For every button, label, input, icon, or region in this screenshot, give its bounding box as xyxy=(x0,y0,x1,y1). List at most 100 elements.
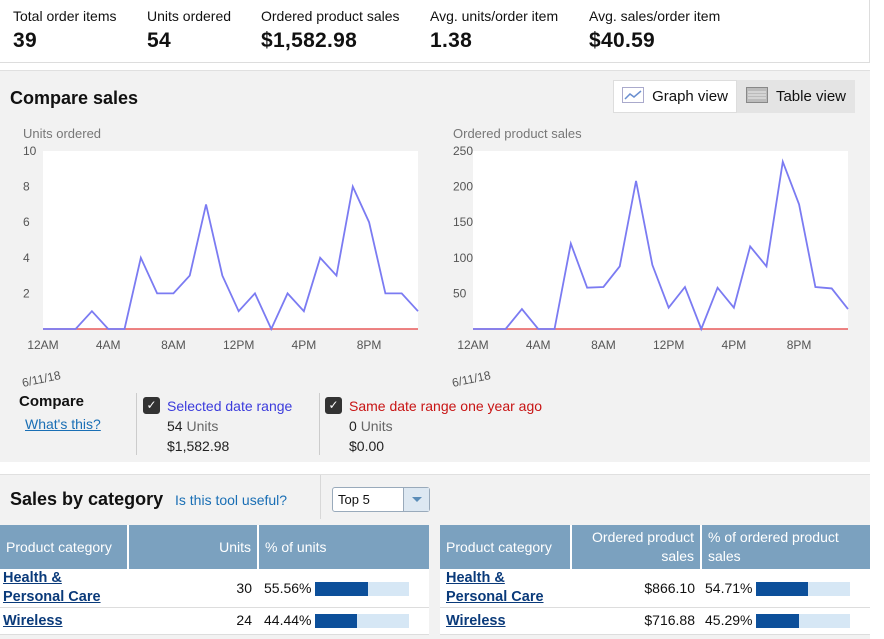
divider xyxy=(320,475,321,519)
chart0-y-tick-label: 4 xyxy=(23,251,30,265)
chart0-x-tick-label: 4PM xyxy=(292,338,317,352)
kpi-total-order-items: Total order items 39 xyxy=(13,8,116,53)
kpi-bar: Total order items 39 Units ordered 54 Or… xyxy=(0,0,870,63)
kpi-value: 39 xyxy=(13,29,37,52)
table-row: Wireless $716.88 45.29% xyxy=(440,607,870,635)
kpi-label: Avg. sales/order item xyxy=(589,8,721,24)
chart1-y-tick-label: 250 xyxy=(453,144,473,158)
kpi-value: 54 xyxy=(147,29,171,52)
kpi-label: Avg. units/order item xyxy=(430,8,559,24)
table-row: Health & Personal Care 30 55.56% xyxy=(0,569,429,608)
category-link-wireless[interactable]: Wireless xyxy=(3,613,63,629)
divider xyxy=(319,393,320,455)
kpi-ordered-product-sales: Ordered product sales $1,582.98 xyxy=(261,8,400,53)
chart1-plot-area xyxy=(473,151,848,329)
table-row: Wireless 24 44.44% xyxy=(0,607,429,635)
chart0-title: Units ordered xyxy=(23,126,101,141)
sales-percent: 45.29% xyxy=(705,612,753,628)
units-value: 30 xyxy=(128,569,258,608)
kpi-units-ordered: Units ordered 54 xyxy=(147,8,231,53)
kpi-avg-units-per-order-item: Avg. units/order item 1.38 xyxy=(430,8,558,53)
selected-units-word: Units xyxy=(186,418,219,434)
table-header-row: Product category Units % of units xyxy=(0,525,429,569)
chart0-plot-area xyxy=(43,151,418,329)
chart0-x-tick-label: 12PM xyxy=(223,338,254,352)
percent-bar-fill xyxy=(756,582,808,597)
chart0-date-label: 6/11/18 xyxy=(21,368,63,390)
selected-sales: $1,582.98 xyxy=(167,438,230,454)
column-header-ordered-product-sales[interactable]: Ordered product sales xyxy=(571,525,702,569)
chart0-y-tick-label: 10 xyxy=(23,144,37,158)
kpi-value: $40.59 xyxy=(589,29,656,52)
chart1-x-tick-label: 8PM xyxy=(787,338,812,352)
chart0-x-tick-label: 8PM xyxy=(357,338,382,352)
chart0-series-line xyxy=(43,183,419,332)
chart1-title: Ordered product sales xyxy=(453,126,582,141)
sales-by-category-title: Sales by category xyxy=(10,489,164,509)
percent-bar xyxy=(756,582,851,597)
chart1-y-tick-label: 100 xyxy=(453,251,473,265)
percent-bar-fill xyxy=(756,614,799,629)
chart0-x-tick-label: 4AM xyxy=(96,338,121,352)
kpi-value: 1.38 xyxy=(430,29,473,52)
last-year-checkbox[interactable]: ✓ xyxy=(325,397,342,414)
last-year-sales: $0.00 xyxy=(349,438,385,454)
kpi-label: Units ordered xyxy=(147,8,232,24)
chart1-y-tick-label: 50 xyxy=(453,286,467,300)
top-n-select[interactable]: Top 5 xyxy=(332,487,430,512)
chart0-y-tick-label: 2 xyxy=(23,286,30,300)
whats-this-link[interactable]: What's this? xyxy=(25,416,101,432)
column-header-percent-units[interactable]: % of units xyxy=(258,525,429,569)
sales-by-category-panel: Sales by category Is this tool useful? T… xyxy=(0,474,870,639)
graph-view-button[interactable]: Graph view xyxy=(613,80,737,113)
chart1-date-label: 6/11/18 xyxy=(451,368,493,390)
units-by-category-table: Product category Units % of units Health… xyxy=(0,525,429,635)
chart1-x-tick-label: 12AM xyxy=(457,338,488,352)
selected-units-value: 54 xyxy=(167,418,183,434)
chart1-x-tick-label: 4AM xyxy=(526,338,551,352)
category-link-health-personal-care[interactable]: Health & Personal Care xyxy=(3,570,101,605)
ordered-product-sales-chart: Ordered product sales 50 100 150 200 250 12AM 4… xyxy=(451,126,849,390)
last-year-label: Same date range one year ago xyxy=(349,397,543,414)
sales-by-category-table: Product category Ordered product sales %… xyxy=(440,525,870,635)
chart0-y-tick-label: 6 xyxy=(23,215,30,229)
category-link-health-personal-care[interactable]: Health & Personal Care xyxy=(446,570,544,605)
table-view-button[interactable]: Table view xyxy=(736,80,855,113)
table-header-row: Product category Ordered product sales %… xyxy=(440,525,870,569)
last-year-units-word: Units xyxy=(360,418,393,434)
column-header-units[interactable]: Units xyxy=(128,525,259,569)
percent-bar xyxy=(315,614,410,629)
chart1-y-tick-label: 150 xyxy=(453,215,473,229)
column-header-product-category[interactable]: Product category xyxy=(0,525,129,569)
divider xyxy=(136,393,137,455)
last-year-units: 0 Units xyxy=(349,418,542,434)
chart1-series-line xyxy=(473,158,849,332)
category-link-wireless[interactable]: Wireless xyxy=(446,613,506,629)
selected-date-range-checkbox[interactable]: ✓ xyxy=(143,397,160,414)
compare-sales-panel: Compare sales Graph view Table view Unit… xyxy=(0,70,870,462)
tool-useful-link[interactable]: Is this tool useful? xyxy=(175,492,288,508)
table-view-label: Table view xyxy=(775,88,846,105)
legend-selected-date-range: ✓ Selected date range 54 Units $1,582.98 xyxy=(143,397,292,454)
chart0-y-tick-label: 8 xyxy=(23,180,30,194)
units-percent: 55.56% xyxy=(264,579,312,596)
units-value: 24 xyxy=(128,607,258,635)
selected-units: 54 Units xyxy=(167,418,292,434)
column-header-percent-sales[interactable]: % of ordered product sales xyxy=(701,525,870,569)
units-ordered-chart: Units ordered 2 4 6 8 10 12AM 4AM 8AM 12PM 4PM 8PM 6… xyxy=(21,126,419,390)
chevron-down-icon[interactable] xyxy=(403,488,429,511)
kpi-label: Ordered product sales xyxy=(261,8,400,24)
chart1-x-tick-label: 4PM xyxy=(722,338,747,352)
percent-bar-fill xyxy=(315,614,358,629)
kpi-avg-sales-per-order-item: Avg. sales/order item $40.59 xyxy=(589,8,720,53)
selected-date-range-label: Selected date range xyxy=(167,397,293,414)
percent-bar xyxy=(315,582,410,597)
chart0-x-tick-label: 8AM xyxy=(161,338,186,352)
last-year-units-value: 0 xyxy=(349,418,357,434)
table-row: Health & Personal Care $866.10 54.71% xyxy=(440,569,870,608)
view-toggle: Graph view Table view xyxy=(613,80,855,113)
kpi-label: Total order items xyxy=(13,8,117,24)
compare-sales-title: Compare sales xyxy=(10,88,139,108)
percent-bar-fill xyxy=(315,582,368,597)
column-header-product-category[interactable]: Product category xyxy=(440,525,572,569)
